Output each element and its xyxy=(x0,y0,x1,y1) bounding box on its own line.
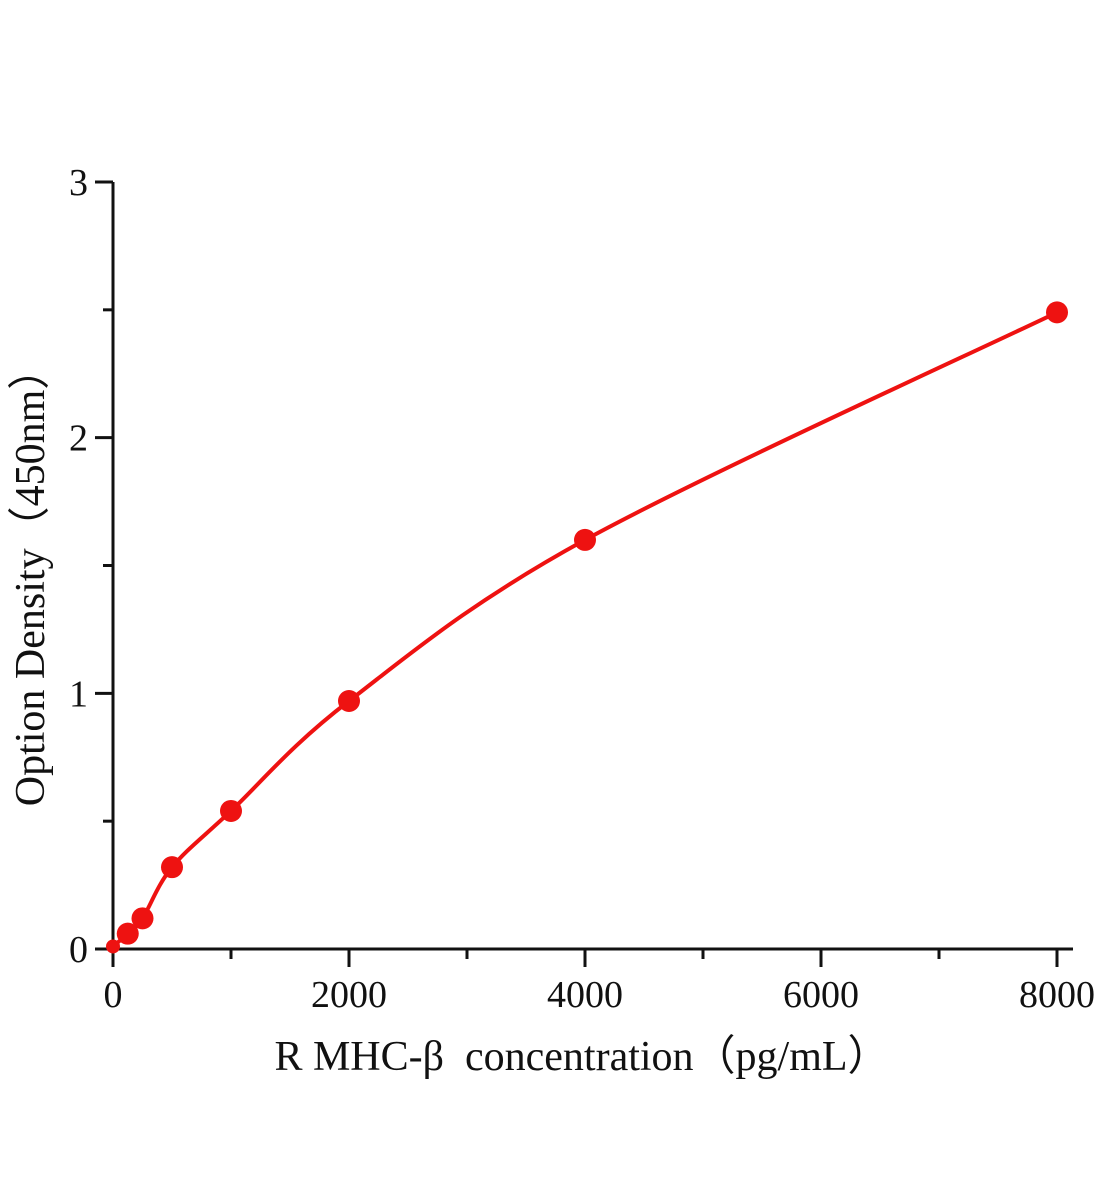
data-point-marker xyxy=(574,528,596,551)
x-tick-label: 2000 xyxy=(311,974,387,1016)
x-axis-title: R MHC-β concentration（pg/mL） xyxy=(274,1034,890,1080)
data-point-marker xyxy=(161,856,183,879)
data-point-marker xyxy=(106,939,120,954)
data-point-marker xyxy=(220,799,242,822)
y-tick-label: 1 xyxy=(69,673,88,715)
y-tick-label: 3 xyxy=(69,162,88,204)
data-point-marker xyxy=(116,922,139,945)
data-point-marker xyxy=(131,907,154,930)
y-axis-title: Option Density（450nm） xyxy=(8,347,54,807)
x-tick-label: 0 xyxy=(104,974,123,1016)
data-point-marker xyxy=(338,690,360,713)
y-tick-label: 0 xyxy=(69,929,88,971)
y-tick-label: 2 xyxy=(69,418,88,460)
x-tick-label: 6000 xyxy=(783,974,859,1016)
x-tick-label: 4000 xyxy=(547,974,623,1016)
data-point-marker xyxy=(1046,301,1068,324)
standard-curve-line xyxy=(111,310,1059,949)
x-tick-label: 8000 xyxy=(1019,974,1095,1016)
